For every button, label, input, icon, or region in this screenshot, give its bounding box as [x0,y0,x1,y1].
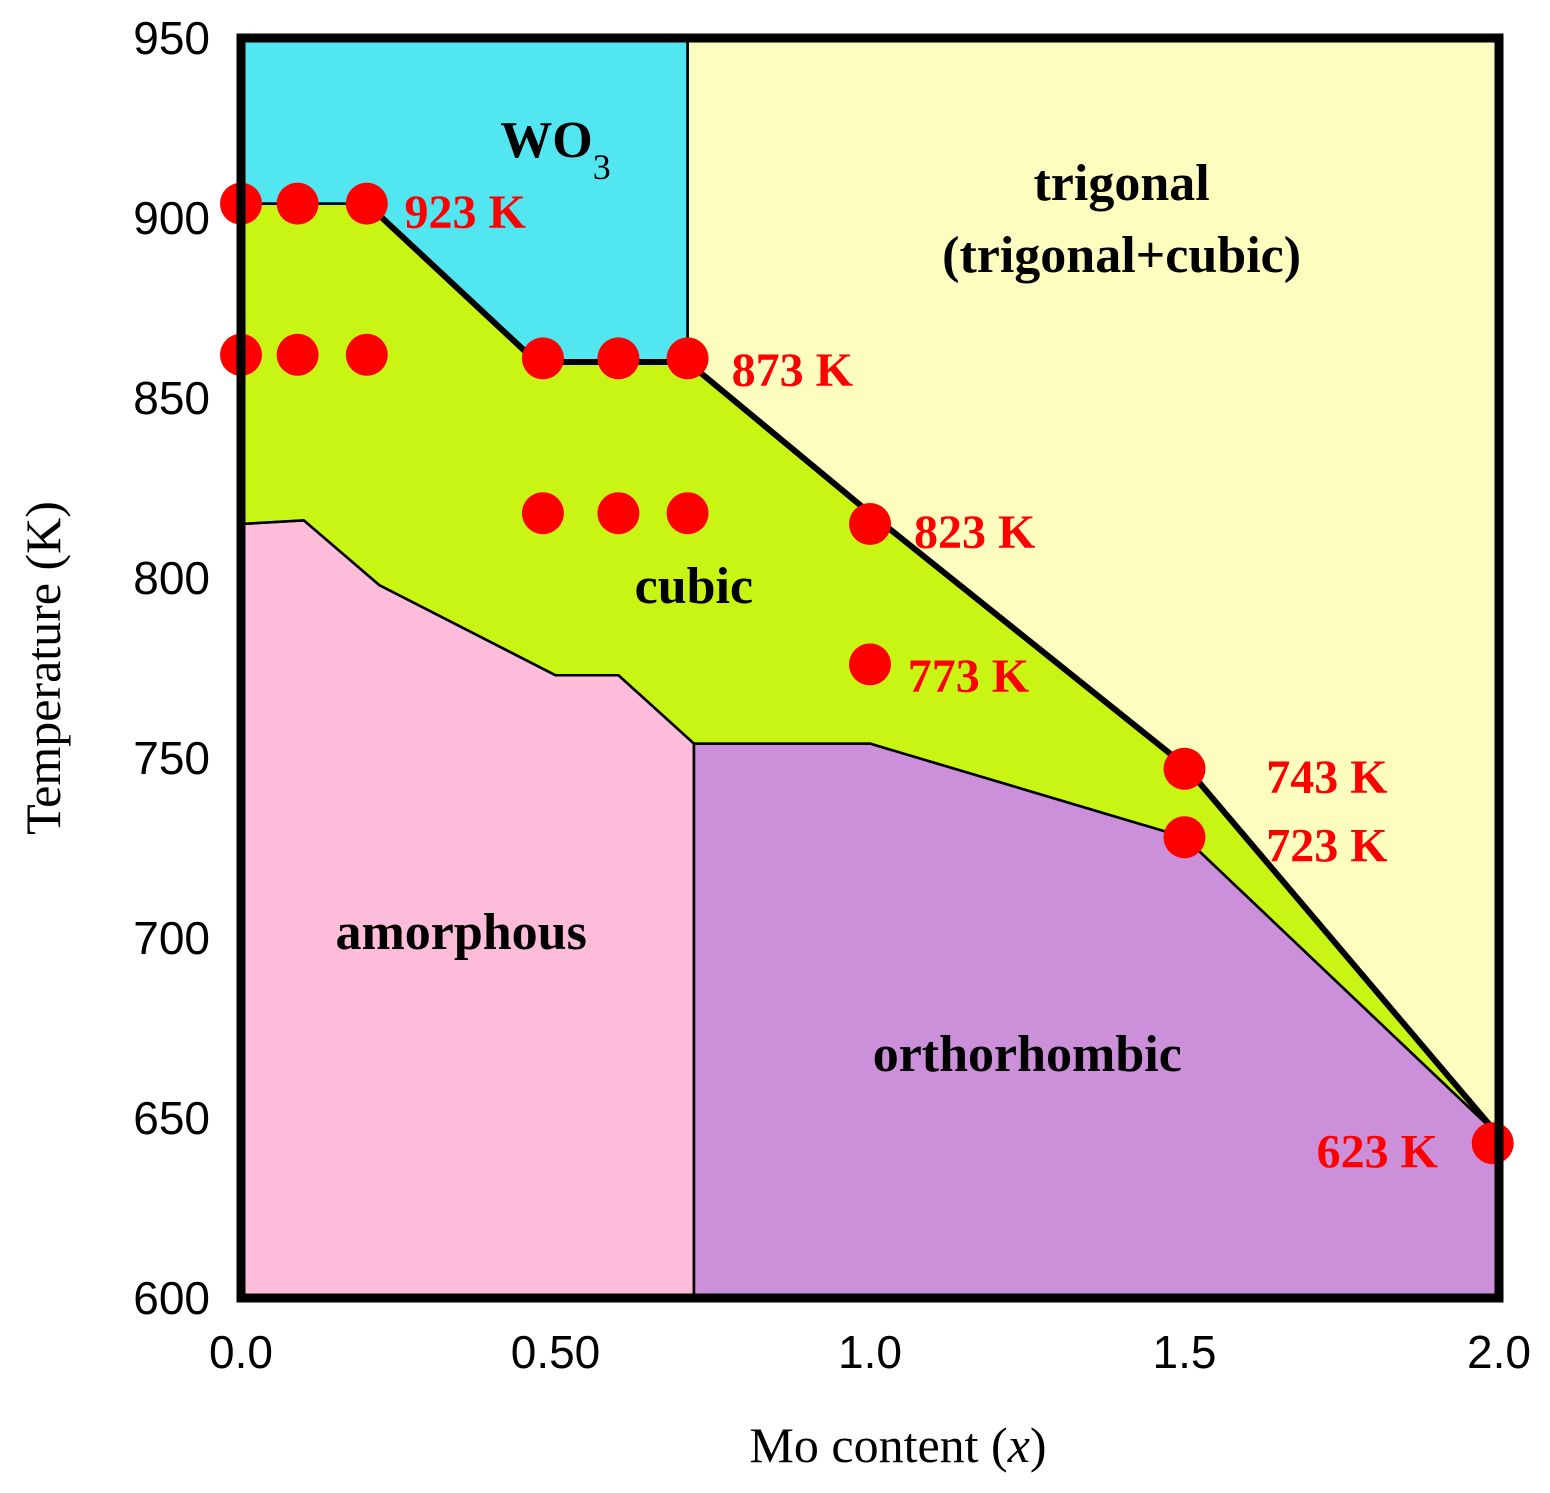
y-tick-label-2: 700 [133,912,210,964]
y-tick-label-1: 650 [133,1092,210,1144]
data-point-8 [666,337,709,380]
data-point-13 [849,643,891,686]
region-wo3 [241,38,688,362]
x-tick-label-1: 0.50 [511,1326,601,1378]
y-tick-label-7: 950 [133,12,210,64]
y-tick-label-4: 800 [133,552,210,604]
annotation-1: 873 K [732,344,853,397]
y-tick-label-6: 900 [133,192,210,244]
data-point-5 [345,333,388,376]
data-point-10 [597,492,640,535]
plot-frame [236,33,1504,1303]
region-label-cubic: cubic [635,558,753,615]
region-label-trigonal: trigonal [1033,155,1209,212]
cubic-upper-boundary [364,201,1502,1138]
x-tick-label-2: 1.0 [838,1326,902,1378]
annotation-2: 823 K [914,506,1035,559]
annotation-3: 773 K [908,650,1029,703]
annotation-5: 723 K [1266,819,1387,872]
data-point-12 [849,503,891,545]
x-tick-label-0: 0.0 [209,1326,273,1378]
y-axis-title: Temperature (K) [15,501,71,835]
annotation-4: 743 K [1266,751,1387,804]
x-axis-title: Mo content (x) [749,1417,1046,1473]
temperature-annotations: 923 K 873 K 823 K 773 K 743 K 723 K 623 K [405,186,1438,1179]
data-point-15 [1163,816,1206,859]
data-point-1 [276,182,319,225]
data-point-7 [597,337,640,380]
x-tick-label-4: 2.0 [1467,1326,1531,1378]
region-amorphous [241,520,694,1298]
region-labels: WO3 trigonal (trigonal+cubic) cubic amorphou… [335,112,1301,1083]
region-orthorhombic [693,743,1499,1298]
x-axis-title-close: ) [1030,1417,1047,1473]
annotation-0: 923 K [405,186,526,239]
region-label-wo3: WO3 [500,112,610,187]
y-axis-ticks: 600 650 700 750 800 850 900 950 [133,12,210,1324]
data-point-4 [276,333,319,376]
data-point-16 [1471,1122,1514,1165]
y-tick-label-3: 750 [133,732,210,784]
data-point-6 [521,337,564,380]
x-axis-title-text: Mo content ( [749,1417,1007,1473]
y-tick-label-5: 850 [133,372,210,424]
x-axis-title-variable: x [1007,1417,1030,1473]
y-tick-label-0: 600 [133,1272,210,1324]
region-trigonal [687,38,1499,1136]
x-tick-label-3: 1.5 [1153,1326,1217,1378]
annotation-6: 623 K [1317,1125,1438,1178]
region-label-orthorhombic: orthorhombic [873,1026,1182,1083]
x-axis-ticks: 0.0 0.50 1.0 1.5 2.0 [209,1326,1531,1378]
data-point-11 [666,492,709,535]
region-label-subscript: 3 [593,147,611,187]
data-point-2 [345,182,388,225]
region-label-trigonal-2: (trigonal+cubic) [942,227,1301,284]
data-point-9 [521,492,564,535]
phase-regions [241,38,1499,1298]
region-label-amorphous: amorphous [335,904,586,961]
data-point-14 [1163,747,1206,790]
